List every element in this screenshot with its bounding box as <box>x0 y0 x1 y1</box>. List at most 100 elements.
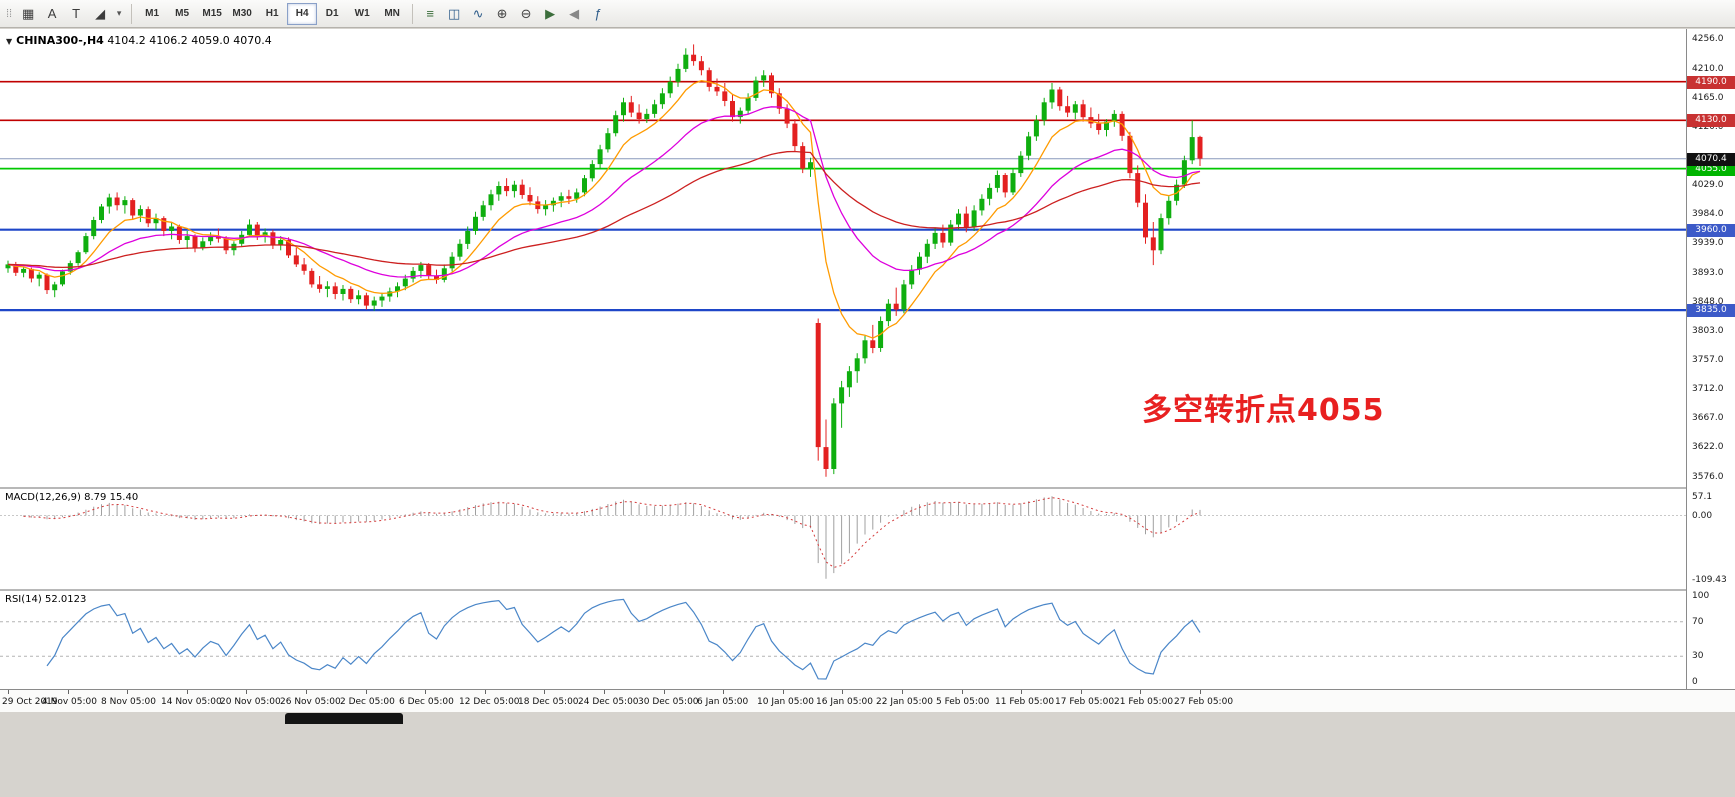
time-axis-label: 11 Feb 05:00 <box>995 697 1055 707</box>
timeframe-M1[interactable]: M1 <box>145 8 160 19</box>
chart-tools-group: ≡ ◫ ∿ ⊕ ⊖ ▶ ◀ ƒ <box>418 2 610 26</box>
candlestick-chart-icon[interactable]: ◫ <box>447 5 461 21</box>
time-axis-label: 4 Nov 05:00 <box>42 697 97 707</box>
time-axis-tick <box>127 690 128 694</box>
time-axis-tick <box>962 690 963 694</box>
price-pane[interactable]: ▼ CHINA300-,H4 4104.2 4106.2 4059.0 4070.… <box>0 29 1686 487</box>
time-axis-tick <box>723 690 724 694</box>
time-axis-label: 12 Dec 05:00 <box>459 697 520 707</box>
time-axis-tick <box>8 690 9 694</box>
bar-chart-icon[interactable]: ≡ <box>426 6 434 21</box>
price-axis-label: 3848.0 <box>1692 297 1724 307</box>
zoom-in-icon[interactable]: ⊕ <box>496 5 508 21</box>
macd-values: 8.79 15.40 <box>84 492 139 503</box>
pane-resize-handle[interactable] <box>0 589 1735 591</box>
time-axis-tick <box>1081 690 1082 694</box>
macd-axis-label: 0.00 <box>1692 511 1713 521</box>
auto-scroll-icon[interactable]: ▶ <box>545 5 556 21</box>
time-axis-label: 20 Nov 05:00 <box>220 697 281 707</box>
indicators-icon[interactable]: ƒ <box>594 6 602 21</box>
chart-annotation-text[interactable]: 多空转折点4055 <box>1142 393 1385 428</box>
drawing-tools-group: ▦ A T ◢ ▾ <box>16 2 126 26</box>
bottom-strip <box>0 712 1735 797</box>
timeframe-M15[interactable]: M15 <box>202 8 222 19</box>
symbol-header: ▼ CHINA300-,H4 4104.2 4106.2 4059.0 4070.… <box>6 34 272 47</box>
shapes-icon[interactable]: ◢ <box>95 5 106 21</box>
price-badge-4130.0: 4130.0 <box>1687 114 1735 127</box>
price-axis-label: 3622.0 <box>1692 442 1724 452</box>
price-axis-label: 4029.0 <box>1692 180 1724 190</box>
chart-window: ▼ CHINA300-,H4 4104.2 4106.2 4059.0 4070.… <box>0 29 1735 712</box>
line-chart-icon[interactable]: ∿ <box>472 5 484 21</box>
price-axis-label: 4120.0 <box>1692 122 1724 132</box>
time-axis-tick <box>187 690 188 694</box>
time-axis-label: 5 Feb 05:00 <box>936 697 990 707</box>
ohlc-readout: 4104.2 4106.2 4059.0 4070.4 <box>107 34 272 47</box>
price-badge-4190.0: 4190.0 <box>1687 76 1735 89</box>
timeframe-H4[interactable]: H4 <box>287 2 318 25</box>
time-axis-label: 22 Jan 05:00 <box>876 697 933 707</box>
macd-label: MACD(12,26,9) 8.79 15.40 <box>5 492 139 503</box>
time-axis-tick <box>1140 690 1141 694</box>
shapes-dropdown-icon[interactable]: ▾ <box>116 8 122 18</box>
macd-axis-label: 57.1 <box>1692 492 1713 502</box>
time-axis-label: 6 Dec 05:00 <box>399 697 454 707</box>
symbol-period-label: CHINA300-,H4 <box>16 34 104 47</box>
timeframe-M5[interactable]: M5 <box>175 8 190 19</box>
timeframe-group: M1 M5 M15 M30 H1 H4 D1 W1 MN <box>137 2 407 25</box>
rsi-label: RSI(14) 52.0123 <box>5 594 87 605</box>
price-axis-label: 3667.0 <box>1692 413 1724 423</box>
price-axis-label: 4256.0 <box>1692 34 1724 44</box>
time-axis-tick <box>783 690 784 694</box>
time-axis-label: 24 Dec 05:00 <box>578 697 639 707</box>
timeframe-MN[interactable]: MN <box>384 8 400 19</box>
price-axis-label: 3939.0 <box>1692 238 1724 248</box>
time-axis-tick <box>485 690 486 694</box>
price-badge-3835.0: 3835.0 <box>1687 304 1735 317</box>
time-axis-label: 2 Dec 05:00 <box>340 697 395 707</box>
timeframe-D1[interactable]: D1 <box>325 8 339 19</box>
cursor-grid-icon[interactable]: ▦ <box>21 5 35 21</box>
macd-pane[interactable]: MACD(12,26,9) 8.79 15.40 <box>0 489 1686 589</box>
rsi-axis-label: 100 <box>1692 591 1710 601</box>
time-axis-tick <box>842 690 843 694</box>
price-axis[interactable]: 4256.0 4210.0 4165.0 4120.0 4029.0 3984.0 3939… <box>1686 29 1735 689</box>
price-axis-label: 3576.0 <box>1692 472 1724 482</box>
timeframe-W1[interactable]: W1 <box>354 8 370 19</box>
time-axis-label: 21 Feb 05:00 <box>1114 697 1174 707</box>
rsi-axis-label: 30 <box>1692 651 1704 661</box>
rsi-value: 52.0123 <box>44 594 87 605</box>
price-axis-label: 4165.0 <box>1692 93 1724 103</box>
time-axis[interactable]: 29 Oct 2019 4 Nov 05:00 8 Nov 05:00 14 Nov … <box>0 689 1735 712</box>
time-axis-label: 30 Dec 05:00 <box>638 697 699 707</box>
timeframe-M30[interactable]: M30 <box>232 8 252 19</box>
rsi-pane[interactable]: RSI(14) 52.0123 <box>0 591 1686 689</box>
time-axis-tick <box>246 690 247 694</box>
price-badge-4055.0: 4055.0 <box>1687 163 1735 176</box>
chevron-down-icon[interactable]: ▼ <box>6 37 13 46</box>
chart-shift-icon[interactable]: ◀ <box>569 5 580 21</box>
rsi-axis-label: 70 <box>1692 617 1704 627</box>
rsi-axis-label: 0 <box>1692 677 1698 687</box>
zoom-out-icon[interactable]: ⊖ <box>520 5 532 21</box>
price-axis-label: 4210.0 <box>1692 64 1724 74</box>
toolbar-separator <box>412 3 414 24</box>
background-window-fragment <box>285 713 403 724</box>
toolbar-grip[interactable]: ⁞⁞ <box>6 7 13 20</box>
text-label-icon[interactable]: A <box>47 6 57 21</box>
time-axis-label: 8 Nov 05:00 <box>101 697 156 707</box>
time-axis-tick <box>604 690 605 694</box>
price-axis-label: 3803.0 <box>1692 326 1724 336</box>
time-axis-label: 17 Feb 05:00 <box>1055 697 1115 707</box>
time-axis-label: 26 Nov 05:00 <box>280 697 341 707</box>
time-axis-tick <box>544 690 545 694</box>
current-price-badge: 4070.4 <box>1687 153 1735 166</box>
time-axis-label: 10 Jan 05:00 <box>757 697 814 707</box>
pane-resize-handle[interactable] <box>0 487 1735 489</box>
time-axis-label: 6 Jan 05:00 <box>697 697 749 707</box>
time-axis-label: 18 Dec 05:00 <box>518 697 579 707</box>
time-axis-tick <box>1021 690 1022 694</box>
timeframe-H1[interactable]: H1 <box>265 8 279 19</box>
text-box-icon[interactable]: T <box>72 6 81 21</box>
